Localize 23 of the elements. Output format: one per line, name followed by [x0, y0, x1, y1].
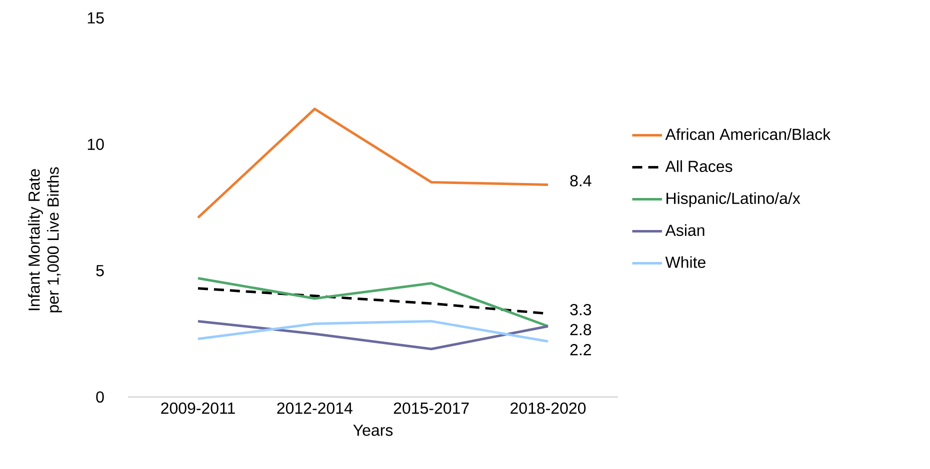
data-label: 2.8 — [570, 324, 592, 336]
legend-label: African American/Black — [665, 128, 831, 140]
y-axis-title: Infant Mortality Rate per 1,000 Live Births — [28, 167, 62, 312]
data-label: 2.2 — [570, 344, 591, 356]
x-tick-label: 2018-2020 — [510, 402, 586, 414]
data-label: 8.4 — [570, 175, 592, 186]
line-series — [196, 108, 550, 219]
data-label: 3.3 — [570, 304, 592, 316]
x-axis-title: Years — [353, 424, 393, 436]
line-series — [196, 320, 550, 350]
y-tick-label: 5 — [96, 265, 104, 276]
x-tick-label: 2015-2017 — [394, 402, 469, 414]
x-tick-label: 2012-2014 — [277, 402, 352, 414]
line-series — [196, 276, 550, 328]
y-tick-label: 10 — [88, 138, 104, 150]
x-tick-label: 2009-2011 — [161, 402, 235, 414]
y-tick-label: 0 — [96, 391, 104, 403]
legend-label: Asian — [665, 224, 704, 236]
legend-label: White — [665, 256, 706, 268]
line-series — [196, 320, 550, 343]
legend-label: Hispanic/Latino/a/x — [666, 192, 800, 208]
y-tick-label: 15 — [88, 12, 104, 24]
legend-label: All Races — [665, 160, 732, 172]
